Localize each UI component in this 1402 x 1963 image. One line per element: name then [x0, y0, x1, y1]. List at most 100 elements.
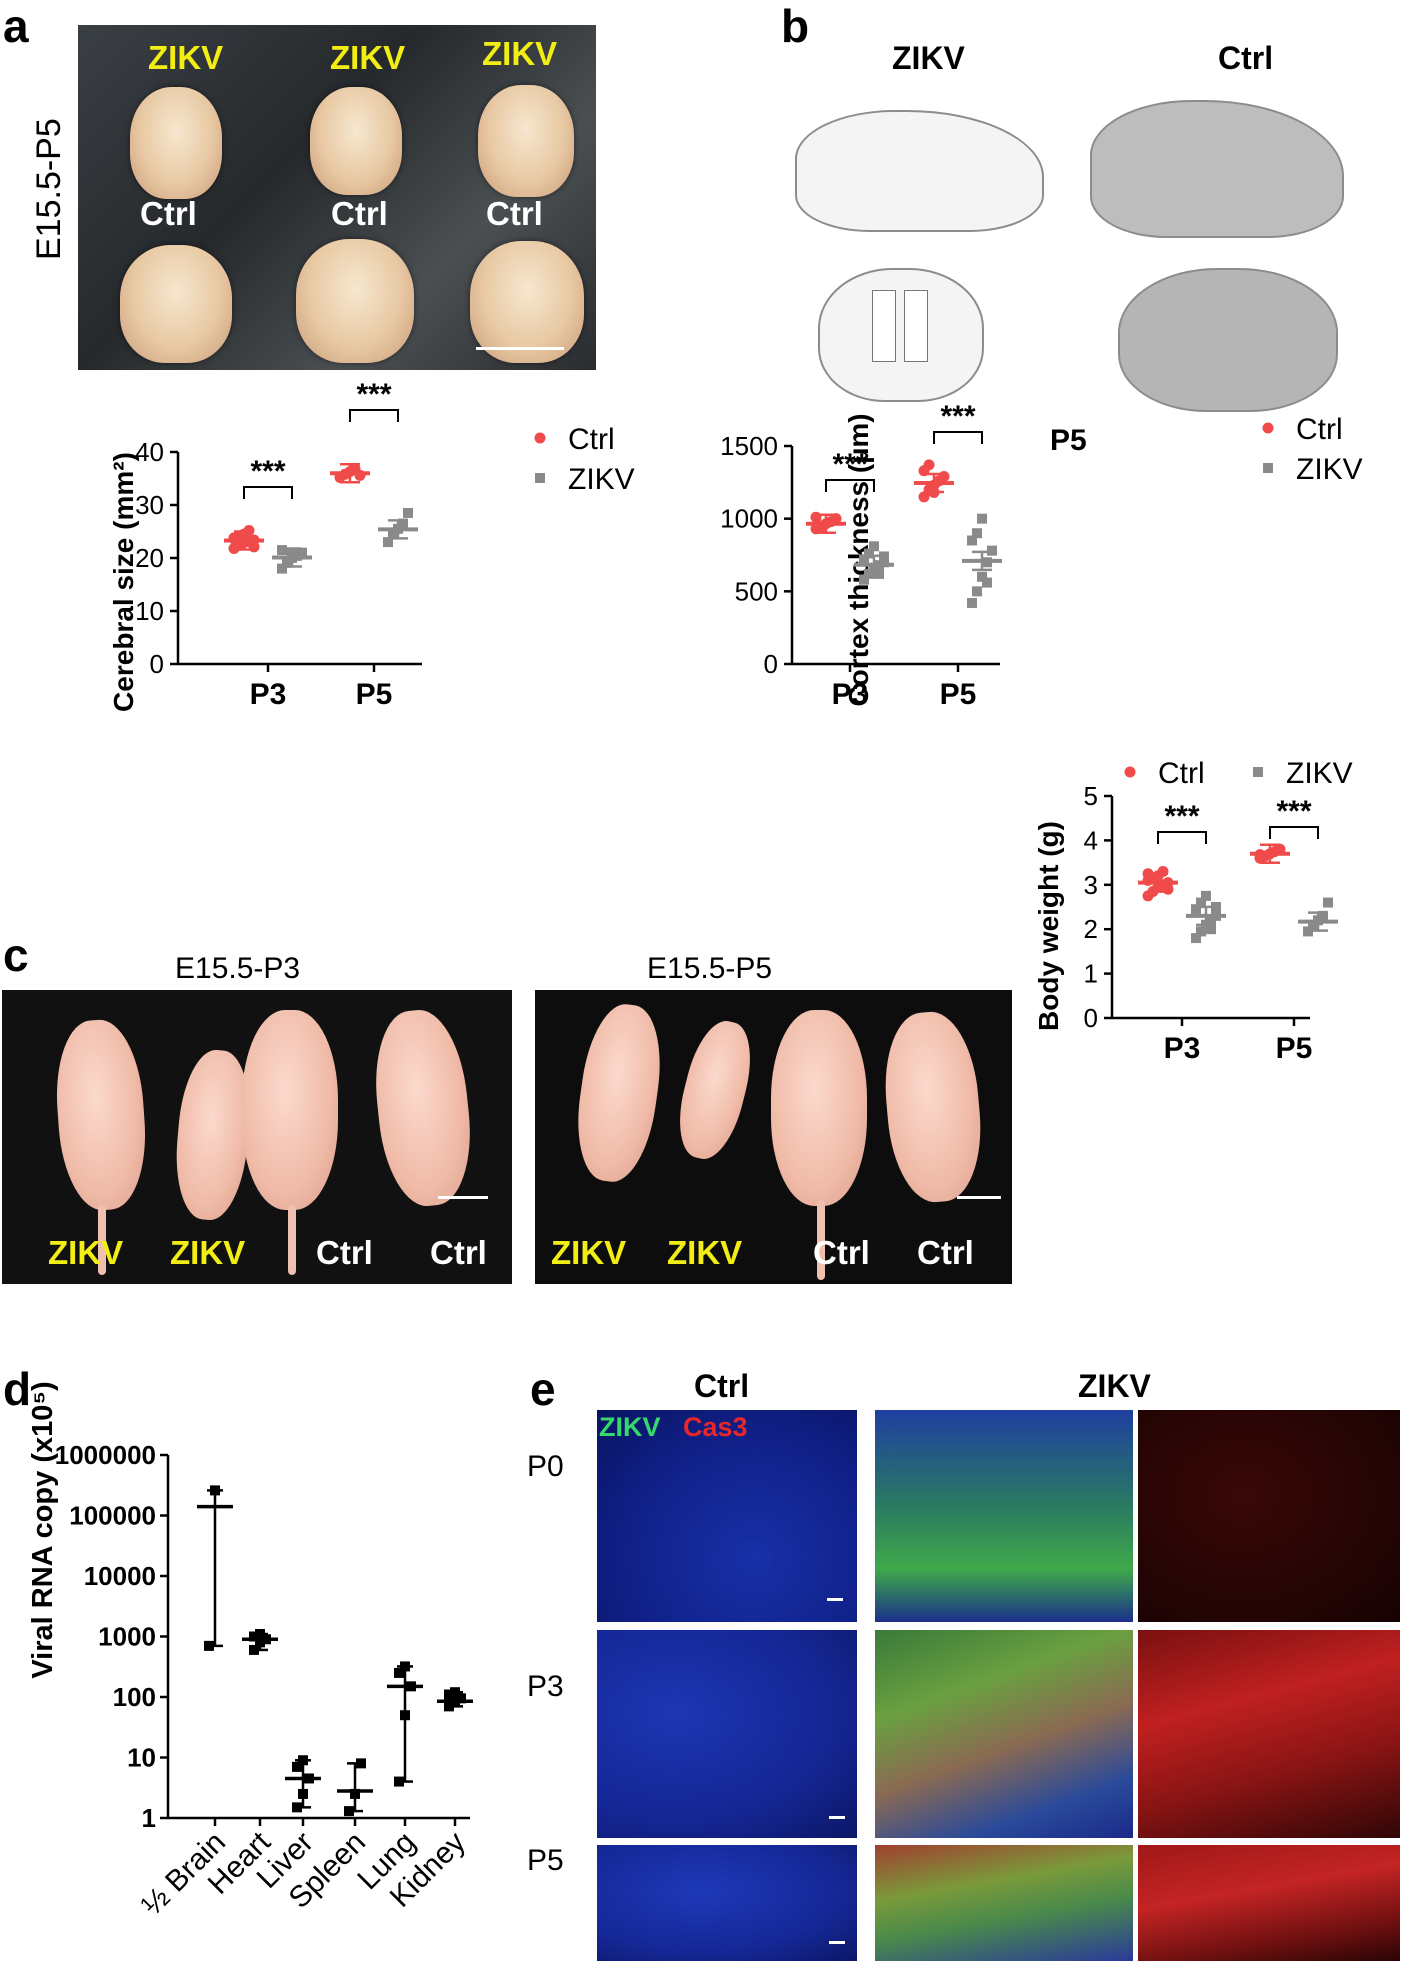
viral-point	[394, 1667, 404, 1678]
cortex-point-zikv	[972, 586, 982, 597]
bodyweight-legend-label: Ctrl	[1158, 757, 1205, 790]
scale-bar	[829, 1816, 845, 1819]
cortex-point-ctrl	[938, 471, 950, 483]
cortex-point-zikv	[977, 571, 987, 582]
sagittal-section-ctrl	[1090, 100, 1344, 238]
fluor-ctrl-p5	[597, 1845, 857, 1961]
cerebral-legend-label: ZIKV	[568, 463, 635, 496]
panel-e-header-ctrl: Ctrl	[694, 1368, 750, 1404]
scale-bar	[827, 1598, 843, 1601]
coronal-section-zikv	[818, 268, 984, 402]
cortex-sig-label: ***	[832, 448, 867, 481]
viral-y-tick-label: 100000	[69, 1501, 156, 1531]
bodyweight-x-tick-label: P3	[1164, 1032, 1201, 1065]
pup-p3-4	[368, 1005, 478, 1211]
scale-bar	[829, 1941, 845, 1944]
pup-label-p5-3: Ctrl	[813, 1234, 870, 1271]
cerebral-sig-bracket	[349, 409, 399, 422]
cortex-x-tick-label: P3	[832, 678, 869, 711]
pup-label-p5-4: Ctrl	[917, 1234, 974, 1271]
cerebral-sig-label: ***	[356, 378, 391, 411]
brain-label-zikv-2: ZIKV	[330, 39, 406, 76]
fluor-zikv-cas3-p0	[1138, 1410, 1400, 1622]
bodyweight-legend-marker-ctrl	[1124, 766, 1136, 778]
scale-bar	[957, 1196, 1001, 1199]
pup-p5-2	[668, 1014, 762, 1166]
viral-y-tick-label: 1000000	[55, 1440, 156, 1470]
pup-label-p3-2: ZIKV	[170, 1234, 246, 1271]
brain-label-zikv-1: ZIKV	[148, 39, 224, 76]
viral-y-tick-label: 1000	[98, 1622, 156, 1652]
brain-ctrl-1	[120, 245, 232, 363]
cerebral-y-tick-label: 40	[135, 437, 164, 467]
bodyweight-point-zikv	[1323, 897, 1333, 908]
bodyweight-point-zikv	[1191, 904, 1201, 915]
brain-zikv-3	[478, 85, 574, 197]
cerebral-point-zikv	[282, 557, 292, 568]
cerebral-point-zikv	[388, 529, 398, 540]
cerebral-x-tick-label: P5	[356, 678, 393, 711]
cortex-point-zikv	[982, 577, 992, 588]
cortex-point-zikv	[967, 535, 977, 546]
cerebral-point-zikv	[398, 518, 408, 529]
brain-ctrl-2	[296, 239, 414, 363]
pup-label-p3-4: Ctrl	[430, 1234, 487, 1271]
stain-label-cas3: Cas3	[683, 1412, 748, 1442]
cortex-point-zikv	[977, 513, 987, 524]
pup-p3-3	[242, 1010, 338, 1210]
panel-letter-e: e	[530, 1363, 556, 1415]
bodyweight-point-zikv	[1318, 910, 1328, 921]
viral-point	[292, 1761, 302, 1772]
fluor-ctrl-p0: ZIKV Cas3	[597, 1410, 857, 1622]
viral-y-tick-label: 1	[142, 1803, 156, 1833]
cortex-legend-label: Ctrl	[1296, 413, 1343, 446]
bodyweight-y-tick-label: 2	[1084, 914, 1098, 944]
bodyweight-y-tick-label: 3	[1084, 870, 1098, 900]
bodyweight-point-zikv	[1206, 924, 1216, 935]
panel-e-header-zikv: ZIKV	[1078, 1368, 1151, 1404]
panel-c-title-right: E15.5-P5	[647, 952, 773, 985]
bodyweight-legend-marker-zikv	[1253, 767, 1263, 777]
bodyweight-sig-bracket	[1157, 831, 1207, 844]
cortex-point-zikv	[869, 541, 879, 552]
viral-y-label: Viral RNA copy (x10⁵)	[27, 1381, 59, 1678]
panel-b-col-zikv: ZIKV	[892, 40, 965, 76]
brain-label-ctrl-1: Ctrl	[140, 195, 197, 232]
pup-label-p3-1: ZIKV	[48, 1234, 124, 1271]
cortex-x-tick-label: P5	[940, 678, 977, 711]
coronal-section-ctrl	[1118, 268, 1338, 412]
cortex-point-zikv	[879, 557, 889, 568]
cortex-sig-label: ***	[940, 400, 975, 433]
bodyweight-legend-label: ZIKV	[1286, 757, 1353, 790]
fluor-zikv-merge-p3	[875, 1630, 1133, 1838]
panel-e-row-p3: P3	[527, 1670, 564, 1703]
bodyweight-x-tick-label: P5	[1276, 1032, 1313, 1065]
fluor-zikv-merge-p0	[875, 1410, 1133, 1622]
viral-y-tick-label: 100	[113, 1682, 156, 1712]
panel-letter-a: a	[3, 0, 29, 52]
panel-b-col-ctrl: Ctrl	[1218, 40, 1274, 76]
viral-point	[249, 1631, 259, 1642]
pup-label-p5-2: ZIKV	[667, 1234, 743, 1271]
cortex-point-ctrl	[810, 511, 822, 523]
bodyweight-sig-label: ***	[1276, 795, 1311, 828]
brain-ctrl-3	[470, 241, 584, 363]
scale-bar	[438, 1196, 488, 1199]
pup-p3-3-tail	[288, 1205, 296, 1275]
bodyweight-point-zikv	[1201, 890, 1211, 901]
cortex-point-zikv	[864, 548, 874, 559]
pup-p5-3	[771, 1010, 867, 1206]
cerebral-y-tick-label: 20	[135, 543, 164, 573]
viral-point	[456, 1693, 466, 1704]
cerebral-y-tick-label: 10	[135, 596, 164, 626]
pup-p5-3-tail	[817, 1200, 825, 1280]
brain-label-ctrl-2: Ctrl	[331, 195, 388, 232]
cortex-point-zikv	[967, 597, 977, 608]
viral-y-tick-label: 10000	[84, 1561, 156, 1591]
cerebral-point-zikv	[403, 507, 413, 518]
panel-b-age-label: P5	[1050, 424, 1087, 457]
cerebral-point-zikv	[297, 547, 307, 558]
cerebral-legend-label: Ctrl	[568, 423, 615, 456]
pup-p3-1-tail	[98, 1205, 106, 1275]
bodyweight-point-ctrl	[1162, 883, 1174, 895]
